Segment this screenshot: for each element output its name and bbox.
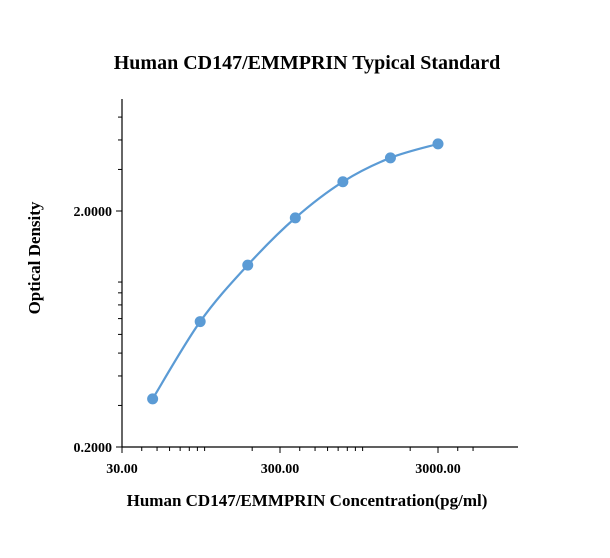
data-point xyxy=(432,138,444,150)
data-point xyxy=(289,212,301,224)
fit-curve xyxy=(151,142,439,400)
x-tick-label: 3000.00 xyxy=(415,462,461,477)
tick-labels: 30.00 300.00 3000.00 0.2000 2.0000 xyxy=(74,205,461,477)
data-point xyxy=(337,176,349,188)
axes xyxy=(121,99,518,448)
y-axis-title: Optical Density xyxy=(25,201,44,314)
axis-ticks xyxy=(116,116,474,453)
x-axis-title: Human CD147/EMMPRIN Concentration(pg/ml) xyxy=(127,491,488,510)
data-point xyxy=(242,259,254,271)
y-tick-label: 0.2000 xyxy=(74,441,113,456)
data-points xyxy=(147,138,444,405)
x-tick-label: 30.00 xyxy=(106,462,138,477)
data-point xyxy=(384,152,396,164)
data-point xyxy=(147,393,159,405)
y-tick-label: 2.0000 xyxy=(74,205,113,220)
data-point xyxy=(194,316,206,328)
x-tick-label: 300.00 xyxy=(261,462,300,477)
chart-title: Human CD147/EMMPRIN Typical Standard xyxy=(114,52,501,74)
